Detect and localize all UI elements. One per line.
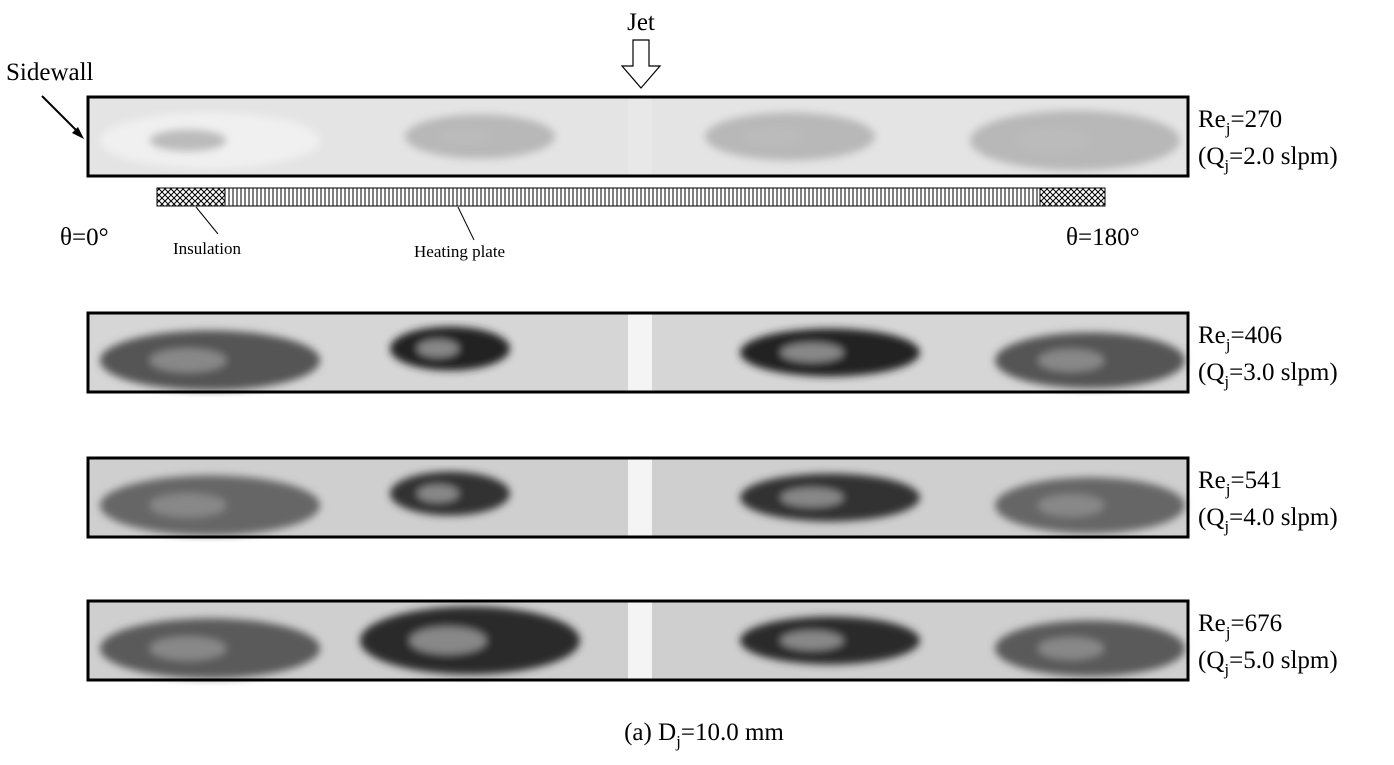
vortex-core <box>150 493 227 517</box>
re-label: Rej=541 <box>1198 467 1282 499</box>
flow-panel <box>88 601 1188 680</box>
q-value: =3.0 slpm) <box>1229 359 1338 386</box>
q-base: (Q <box>1198 359 1224 386</box>
q-value: =2.0 slpm) <box>1229 143 1338 170</box>
sidewall-label: Sidewall <box>6 59 94 86</box>
re-label: Rej=270 <box>1198 106 1282 138</box>
vortex-core <box>781 488 844 507</box>
vortex-core <box>1038 349 1105 371</box>
vortex-core <box>150 348 227 372</box>
q-label: (Qj=3.0 slpm) <box>1198 359 1338 391</box>
re-value: =270 <box>1231 106 1283 133</box>
caption-value: =10.0 mm <box>681 719 785 746</box>
q-value: =5.0 slpm) <box>1229 647 1338 674</box>
q-label: (Qj=2.0 slpm) <box>1198 143 1338 175</box>
q-label: (Qj=4.0 slpm) <box>1198 504 1338 536</box>
q-base: (Q <box>1198 647 1224 674</box>
sidewall-arrow <box>42 96 80 134</box>
caption-base: (a) D <box>624 719 676 746</box>
figure: Jet Sidewall θ=0° Insulation Heating pla… <box>0 0 1394 760</box>
vortex-core <box>150 636 227 660</box>
flow-panel <box>88 97 1188 176</box>
vortex-core <box>1017 128 1091 152</box>
flow-panel <box>88 313 1188 392</box>
heating-plate <box>157 188 1105 240</box>
re-base: Re <box>1198 322 1226 349</box>
re-base: Re <box>1198 610 1226 637</box>
re-label: Rej=406 <box>1198 322 1282 354</box>
heating-plate-label: Heating plate <box>414 242 505 261</box>
jet-gap <box>628 458 652 537</box>
vortex-core <box>417 485 459 503</box>
jet-arrow <box>622 40 660 88</box>
re-base: Re <box>1198 106 1226 133</box>
panels <box>88 97 1188 680</box>
theta-start: θ=0° <box>60 224 109 251</box>
re-value: =406 <box>1231 322 1283 349</box>
jet-gap <box>628 313 652 392</box>
flow-panel <box>88 458 1188 537</box>
q-base: (Q <box>1198 143 1224 170</box>
q-value: =4.0 slpm) <box>1229 504 1338 531</box>
vortex-core <box>1038 637 1105 659</box>
vortex-core <box>781 631 844 650</box>
vortex-core <box>781 343 844 362</box>
q-base: (Q <box>1198 504 1224 531</box>
re-base: Re <box>1198 467 1226 494</box>
theta-end: θ=180° <box>1066 224 1140 251</box>
vortex-core <box>743 127 803 146</box>
vortex-core <box>410 627 487 654</box>
vortex-core <box>150 129 227 151</box>
caption: (a) Dj=10.0 mm <box>624 719 784 751</box>
re-label: Rej=676 <box>1198 610 1282 642</box>
re-value: =541 <box>1231 467 1283 494</box>
vortex-core <box>439 128 492 146</box>
jet-label: Jet <box>627 9 655 36</box>
re-value: =676 <box>1231 610 1283 637</box>
vortex-core <box>417 340 459 358</box>
insulation-label: Insulation <box>173 239 241 258</box>
q-label: (Qj=5.0 slpm) <box>1198 647 1338 679</box>
jet-gap <box>628 601 652 680</box>
jet-gap <box>628 97 652 176</box>
vortex-core <box>1038 494 1105 516</box>
